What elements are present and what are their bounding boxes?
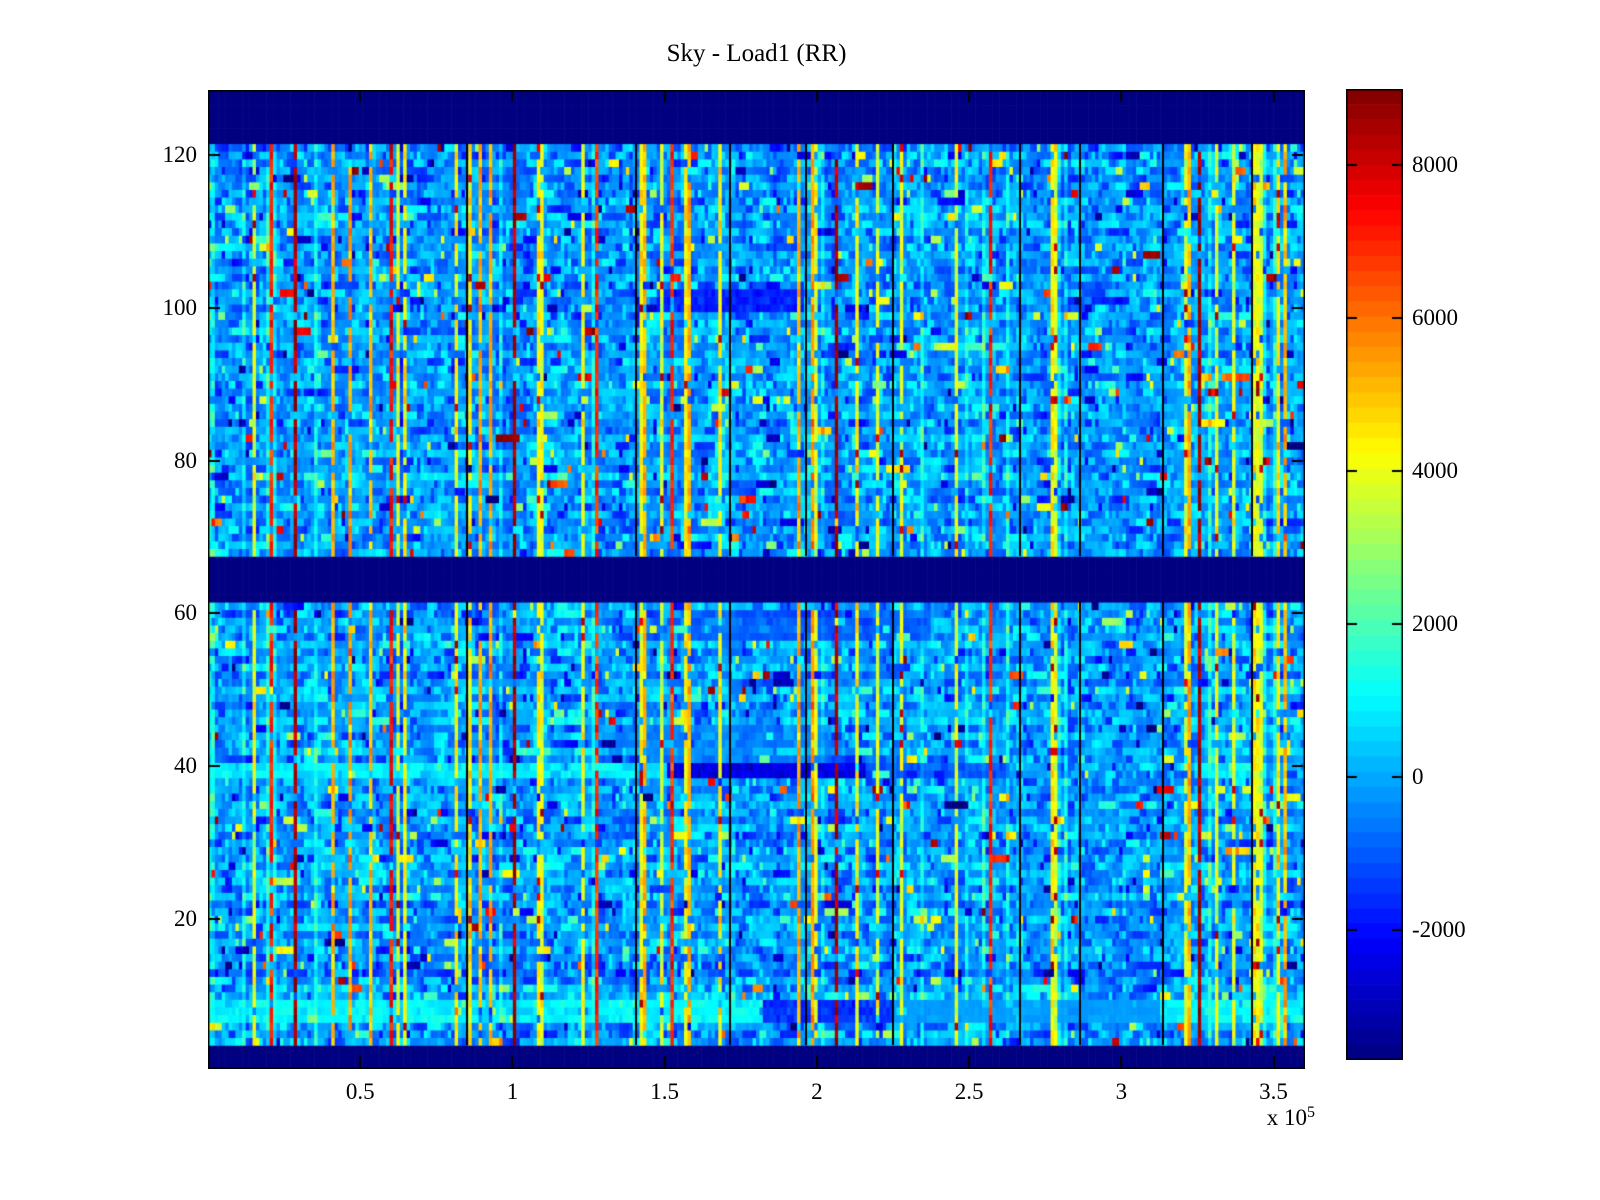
colorbar-tick-label: 6000	[1412, 305, 1458, 331]
x-tick-label: 3	[1115, 1079, 1128, 1104]
colorbar-tick-label: 8000	[1412, 152, 1458, 178]
y-tick-label: 120	[162, 141, 198, 167]
y-tick-label: 80	[174, 447, 197, 473]
chart-title: Sky - Load1 (RR)	[666, 40, 847, 67]
x-scale-prefix: x 10	[1266, 1105, 1307, 1130]
y-tick-label: 100	[162, 294, 198, 320]
colorbar-tick-label: 2000	[1412, 611, 1458, 637]
x-tick-label: 0.5	[345, 1079, 375, 1104]
colorbar	[1346, 89, 1403, 1060]
x-tick-label: 3.5	[1259, 1079, 1288, 1104]
x-tick-label: 1	[506, 1079, 519, 1104]
x-scale-exponent: 5	[1307, 1104, 1315, 1121]
y-tick-label: 20	[174, 906, 197, 931]
heatmap-plot	[208, 90, 1305, 1069]
colorbar-tick-label: 4000	[1412, 458, 1458, 484]
x-axis-scale-label: x 105	[1225, 1104, 1315, 1131]
x-tick-label: 2.5	[954, 1079, 984, 1104]
y-tick-label: 60	[174, 600, 197, 626]
colorbar-tick-label: -2000	[1412, 917, 1466, 943]
x-tick-label: 1.5	[650, 1079, 680, 1104]
colorbar-tick-label: 0	[1412, 764, 1424, 790]
x-tick-label: 2	[811, 1079, 823, 1104]
y-tick-label: 40	[174, 753, 197, 779]
